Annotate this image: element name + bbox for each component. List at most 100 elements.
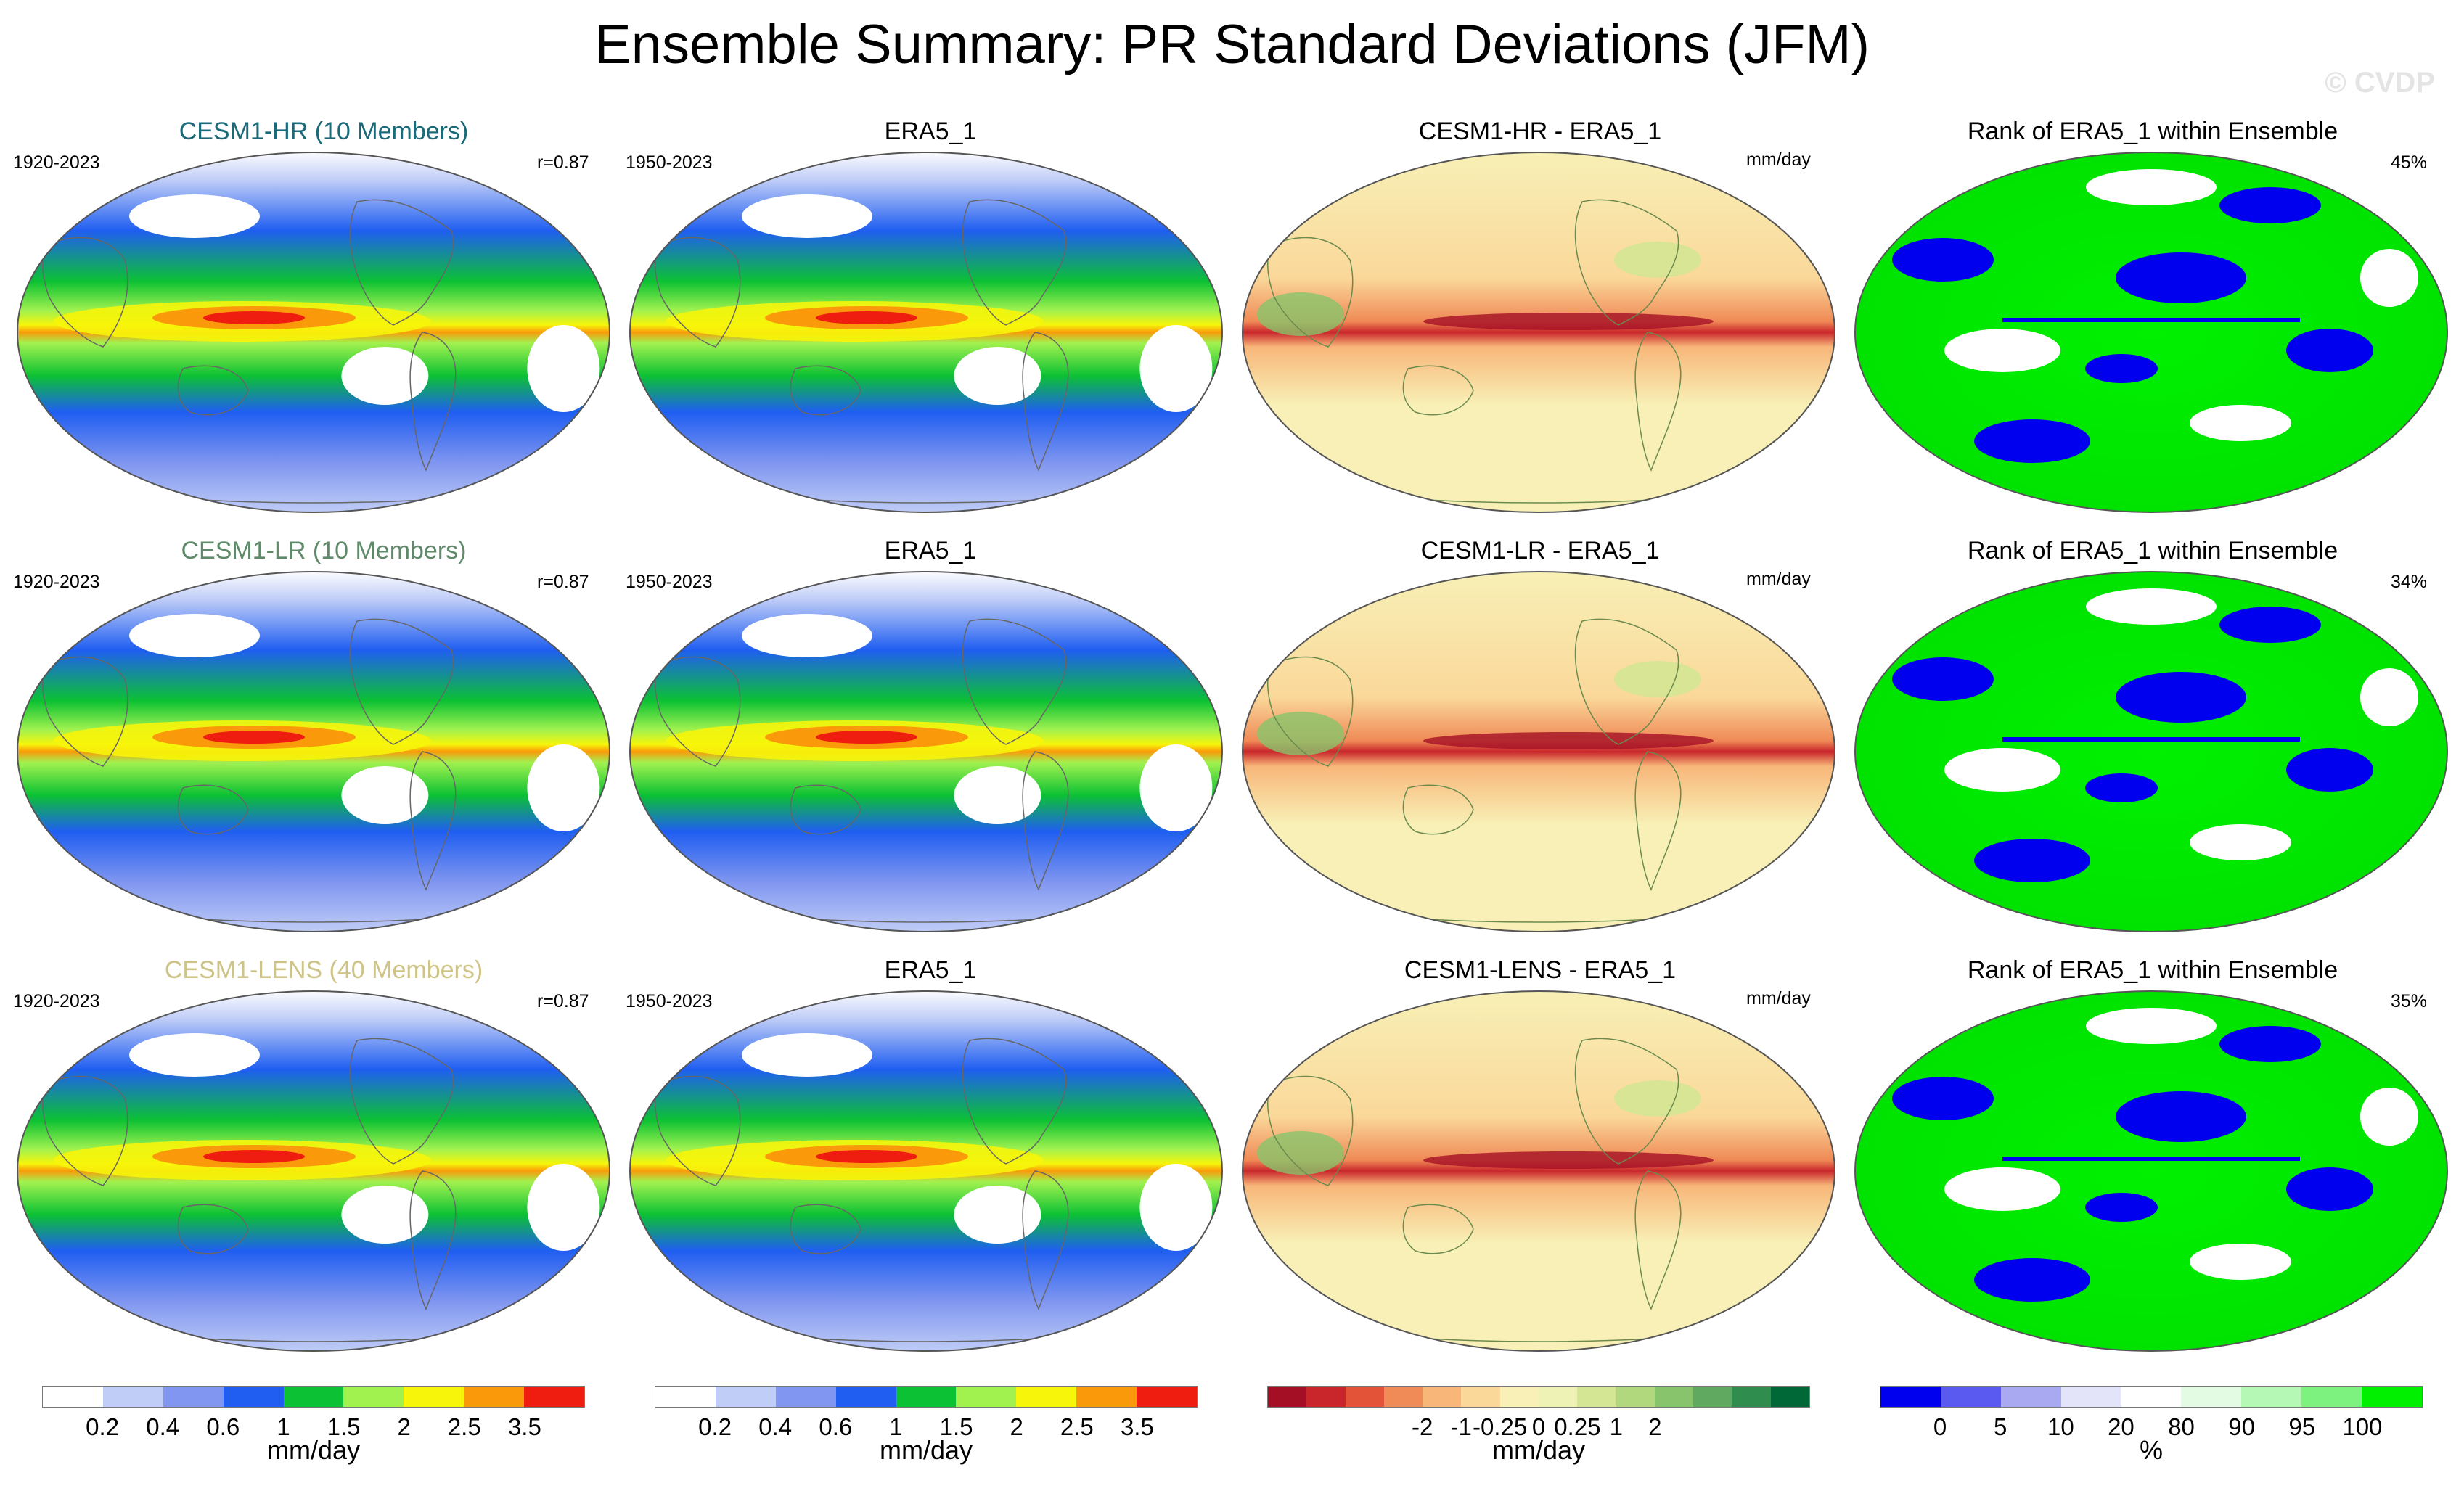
diff-title: CESM1-LR - ERA5_1 [1420,537,1660,564]
colorbar-swatch [2121,1387,2182,1407]
diff-title: CESM1-HR - ERA5_1 [1418,118,1662,145]
colorbar-tick-label: 2 [1648,1413,1662,1440]
colorbar-swatch [1577,1387,1616,1407]
colorbar-swatch [1616,1387,1655,1407]
rank-title: Rank of ERA5_1 within Ensemble [1967,956,2338,984]
colorbar-tick-label: 1 [277,1413,290,1440]
colorbar-tick-label: 0.6 [206,1413,240,1440]
colorbar-swatch [343,1387,404,1407]
colorbar-tick-label: 0.25 [1554,1413,1601,1440]
colorbar-swatch [1137,1387,1198,1407]
colorbar-tick-label: 0 [1933,1413,1947,1440]
colorbar-swatch [1538,1387,1578,1407]
model-years: 1920-2023 [13,572,100,592]
colorbar-units: % [2139,1435,2163,1465]
colorbar-tick-label: 3.5 [507,1413,541,1440]
colorbar-swatch [896,1387,957,1407]
colorbar-tick-label: 0.6 [819,1413,853,1440]
watermark: © CVDP [2325,67,2435,99]
colorbar-swatch [1499,1387,1539,1407]
rank-map [1854,570,2449,933]
figure-title: Ensemble Summary: PR Standard Deviations… [594,14,1870,75]
colorbar-swatch [1880,1387,1941,1407]
colorbar-swatch [1268,1387,1307,1407]
colorbar-tick-label: 95 [2288,1413,2316,1440]
colorbar-tick-label: 0.2 [698,1413,732,1440]
colorbar-swatch [283,1387,344,1407]
colorbar-tick-label: 2.5 [1060,1413,1094,1440]
colorbar-tick-label: 0.2 [86,1413,120,1440]
colorbar-swatch [1940,1387,2001,1407]
obs-years: 1950-2023 [626,991,713,1011]
obs-title: ERA5_1 [884,537,977,564]
pattern-correlation: r=0.87 [537,991,589,1011]
colorbar-tick-label: 20 [2108,1413,2134,1440]
obs-title: ERA5_1 [884,118,977,145]
model-map [16,570,611,933]
rank-percent: 45% [2391,152,2428,173]
colorbar-tick-label: 0.4 [146,1413,180,1440]
colorbar-swatch [956,1387,1017,1407]
diff-units: mm/day [1746,149,1811,170]
colorbar-tick-label: 2 [397,1413,411,1440]
colorbar-swatch [1732,1387,1771,1407]
obs-map [629,151,1224,514]
colorbar-tick-label: -1 [1450,1413,1472,1440]
pattern-correlation: r=0.87 [537,152,589,173]
colorbar-swatch [1345,1387,1384,1407]
colorbar-tick-label: 5 [1994,1413,2007,1440]
rank-percent: 34% [2391,572,2428,592]
colorbar-units: mm/day [1491,1435,1586,1465]
rank-percent: 35% [2391,991,2428,1011]
model-map [16,151,611,514]
colorbar-units: mm/day [266,1435,361,1465]
colorbar-swatch [2000,1387,2061,1407]
model-title: CESM1-HR (10 Members) [179,118,469,145]
colorbar-swatches [1267,1386,1810,1408]
colorbar-swatch [1016,1387,1077,1407]
colorbar-swatch [404,1387,464,1407]
colorbar-swatch [43,1387,103,1407]
colorbar-swatch [2362,1387,2423,1407]
model-map [16,990,611,1352]
obs-map [629,990,1224,1352]
colorbar-swatch [1076,1387,1137,1407]
colorbar-swatch [102,1387,163,1407]
diff-map [1241,990,1836,1352]
colorbar-swatch [655,1387,716,1407]
rank-map [1854,990,2449,1352]
colorbar-swatches [1880,1386,2423,1408]
obs-map [629,570,1224,933]
colorbar-tick-label: 10 [2047,1413,2074,1440]
colorbar-tick-label: 2.5 [447,1413,481,1440]
colorbar-swatches [655,1386,1198,1408]
colorbar-swatch [2181,1387,2242,1407]
colorbar-swatch [1654,1387,1694,1407]
diff-title: CESM1-LENS - ERA5_1 [1404,956,1677,984]
colorbar-swatch [524,1387,585,1407]
colorbar-swatch [464,1387,525,1407]
colorbar-swatch [163,1387,224,1407]
obs-title: ERA5_1 [884,956,977,984]
colorbar-swatches [42,1386,585,1408]
model-title: CESM1-LENS (40 Members) [164,956,483,984]
colorbar-swatch [835,1387,896,1407]
colorbar-swatch [223,1387,284,1407]
colorbar-swatch [1770,1387,1809,1407]
colorbar-swatch [1693,1387,1732,1407]
colorbar-tick-label: 80 [2168,1413,2195,1440]
colorbar-swatch [1461,1387,1500,1407]
diff-map [1241,151,1836,514]
model-years: 1920-2023 [13,991,100,1011]
colorbar-tick-label: 3.5 [1120,1413,1154,1440]
model-title: CESM1-LR (10 Members) [181,537,467,564]
colorbar-swatch [1423,1387,1462,1407]
colorbar-units: mm/day [879,1435,973,1465]
diff-map [1241,570,1836,933]
rank-title: Rank of ERA5_1 within Ensemble [1967,537,2338,564]
model-years: 1920-2023 [13,152,100,173]
colorbar-swatch [2301,1387,2362,1407]
obs-years: 1950-2023 [626,152,713,173]
colorbar-tick-label: 0 [1531,1413,1546,1440]
diff-units: mm/day [1746,988,1811,1009]
